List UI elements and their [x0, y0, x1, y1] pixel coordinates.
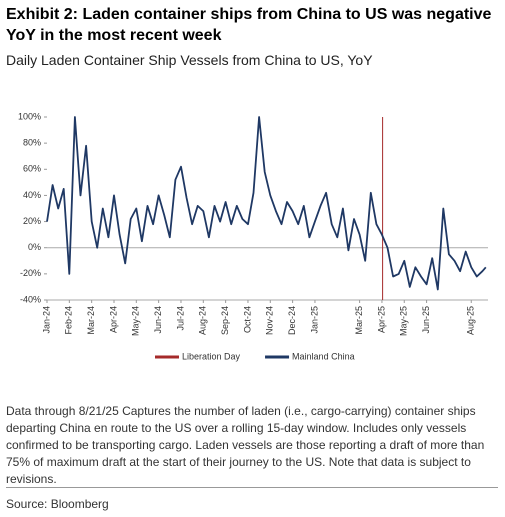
footnote: Data through 8/21/25 Captures the number… [6, 404, 485, 486]
x-tick-label: May-24 [131, 306, 141, 336]
x-tick-label: May-25 [399, 306, 409, 336]
source: Source: Bloomberg [6, 497, 109, 511]
y-tick-label: 60% [23, 164, 41, 174]
y-tick-label: 100% [18, 111, 41, 121]
x-tick-label: Apr-25 [376, 306, 386, 333]
x-tick-label: Jul-24 [175, 306, 185, 331]
y-tick-label: -40% [20, 294, 41, 304]
divider [6, 487, 498, 488]
x-tick-label: Mar-24 [86, 306, 96, 335]
y-tick-label: -20% [20, 268, 41, 278]
x-tick-label: Aug-24 [198, 306, 208, 335]
x-tick-label: Jun-25 [421, 306, 431, 334]
x-tick-label: Jun-24 [153, 306, 163, 334]
x-tick-label: Feb-24 [64, 306, 74, 335]
x-tick-label: Jan-25 [309, 306, 319, 334]
x-tick-label: Nov-24 [265, 306, 275, 335]
legend-label: Liberation Day [182, 351, 241, 361]
x-tick-label: Apr-24 [108, 306, 118, 333]
y-tick-label: 80% [23, 138, 41, 148]
y-tick-label: 40% [23, 190, 41, 200]
x-tick-label: Dec-24 [287, 306, 297, 335]
x-tick-label: Jan-24 [41, 306, 51, 334]
chart-subtitle: Daily Laden Container Ship Vessels from … [6, 52, 373, 68]
x-tick-label: Mar-25 [354, 306, 364, 335]
y-tick-label: 20% [23, 216, 41, 226]
legend-label: Mainland China [292, 351, 355, 361]
x-tick-label: Sep-24 [220, 306, 230, 335]
chart: -40% -20% 0% 20% 40% 60% 80% 100% Jan-24 Feb-24 Ma… [18, 111, 488, 361]
data-line [46, 116, 487, 291]
x-tick-label: Aug-25 [466, 306, 476, 335]
chart-title: Exhibit 2: Laden container ships from Ch… [6, 6, 492, 44]
x-tick-label: Oct-24 [242, 306, 252, 333]
y-tick-label: 0% [28, 242, 41, 252]
